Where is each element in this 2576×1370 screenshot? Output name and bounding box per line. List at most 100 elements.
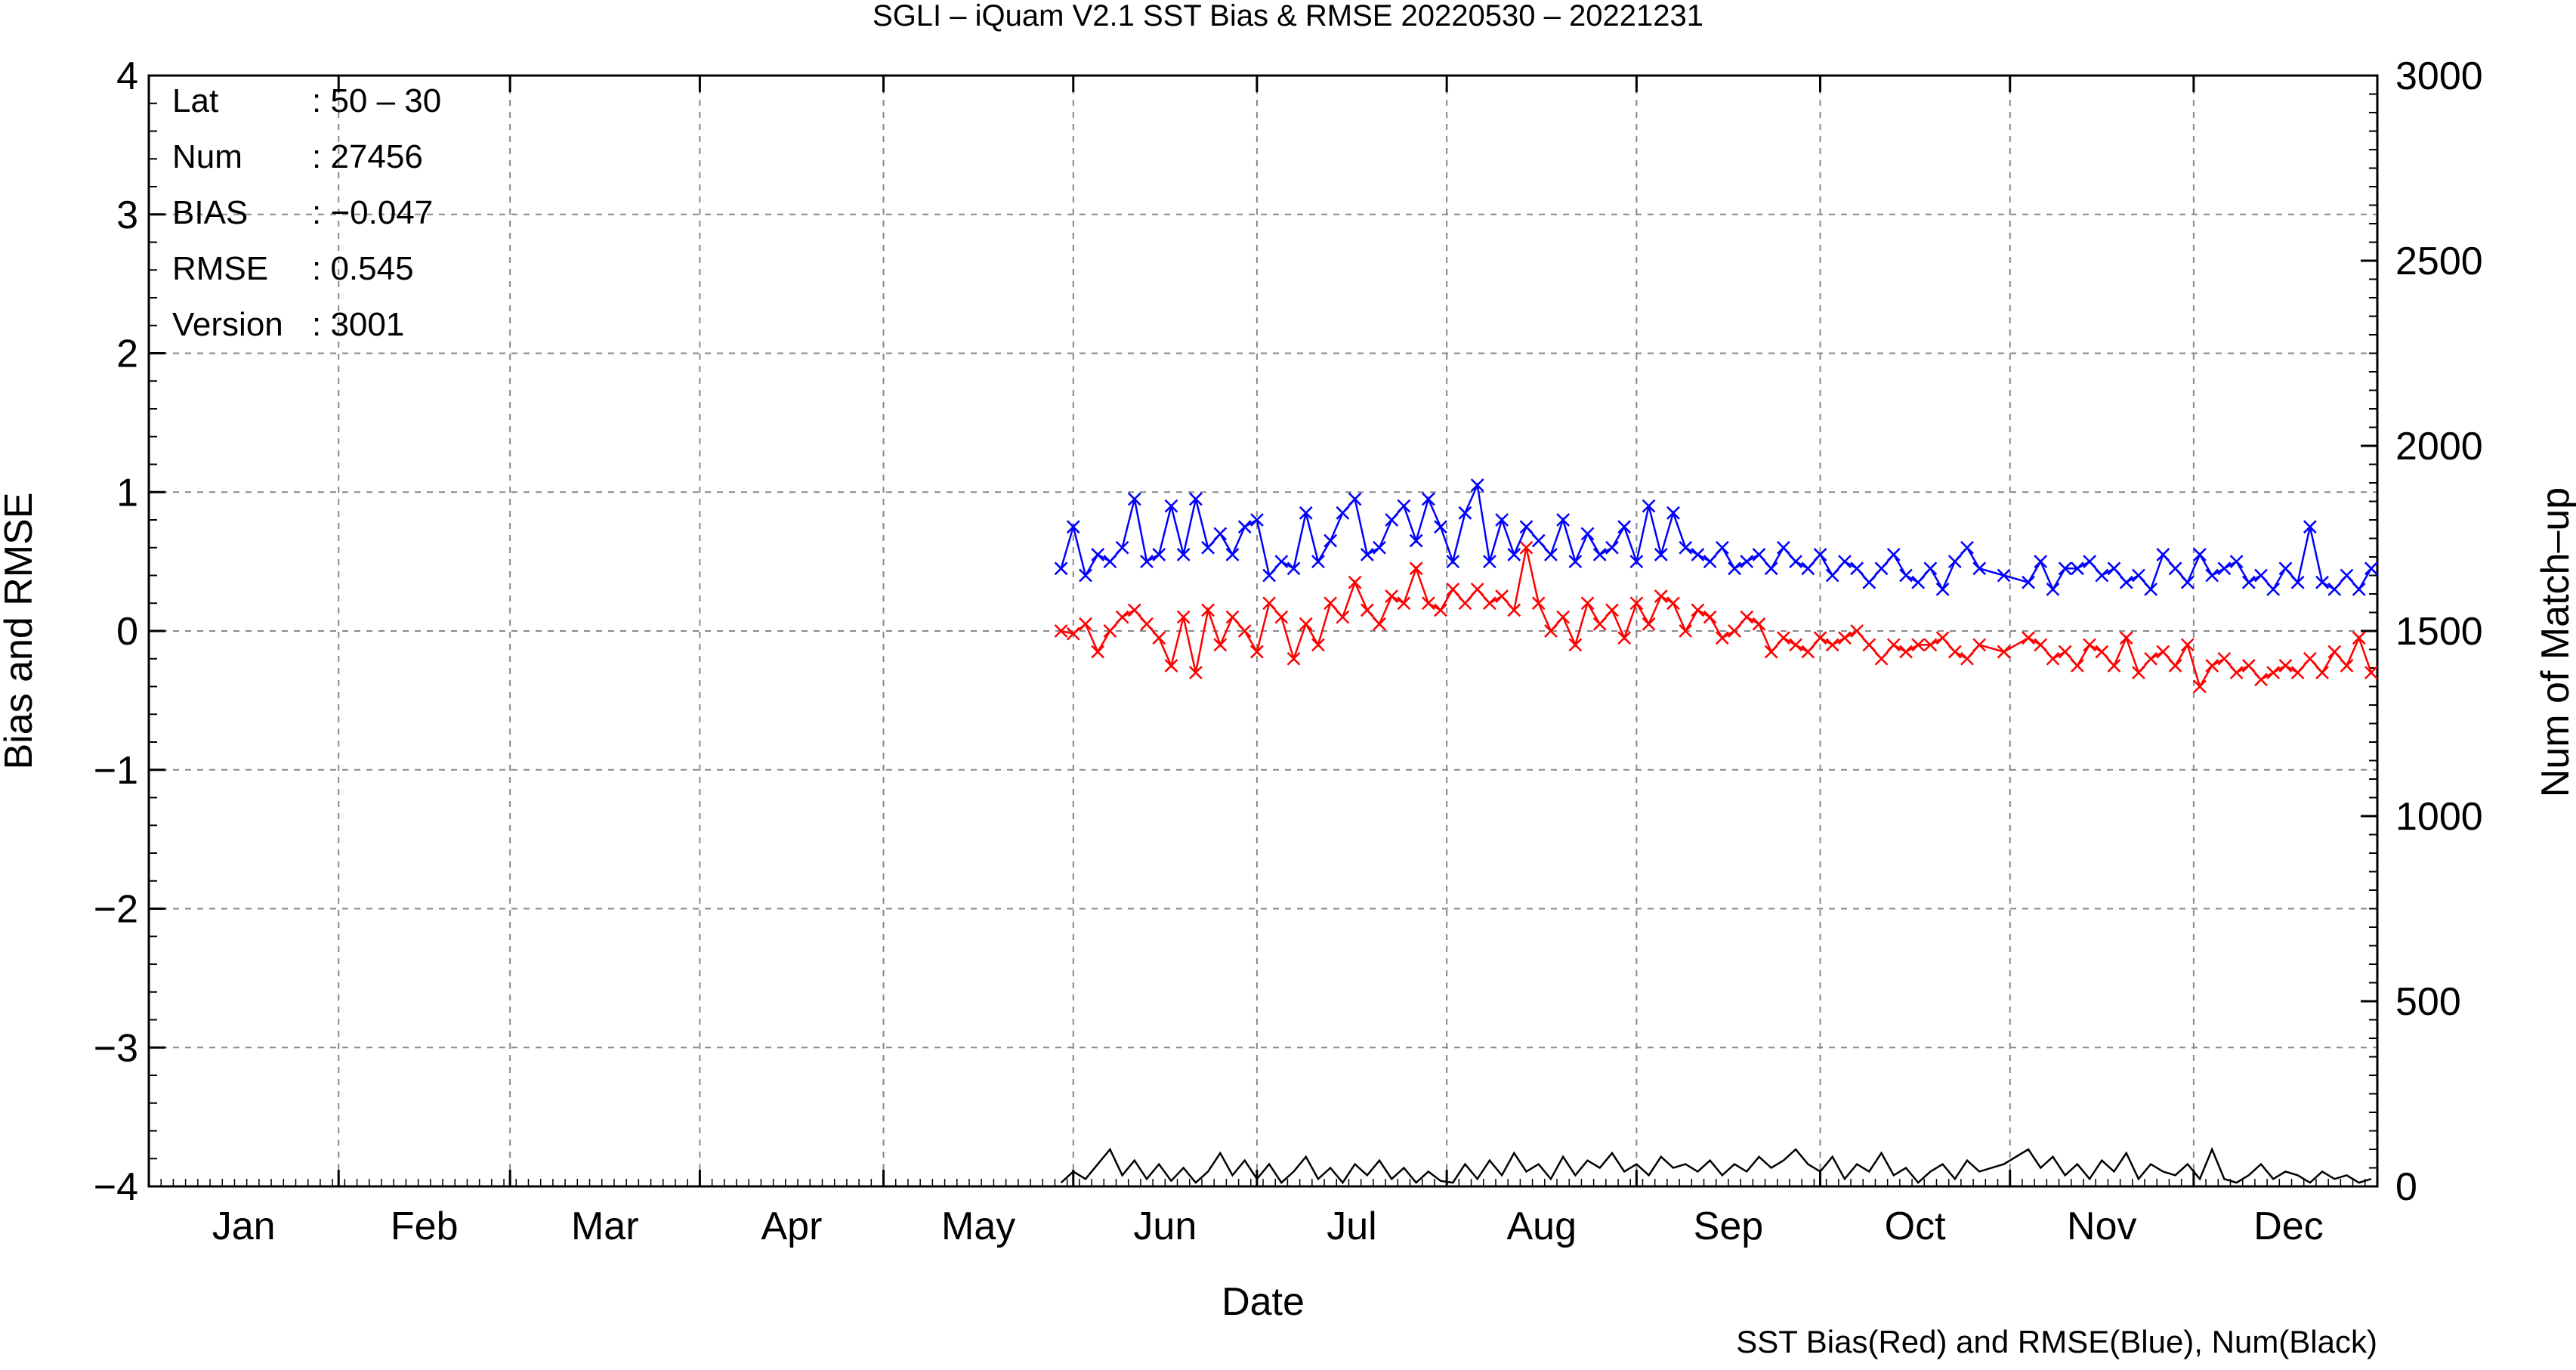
data-point-marker [2303,520,2317,534]
data-point-marker [1054,561,1068,576]
data-point-marker [2241,575,2256,589]
data-point-marker [2266,582,2281,596]
data-point-marker [1764,561,1778,576]
data-point-marker [2180,575,2195,589]
data-point-marker [2119,575,2133,589]
data-point-marker [1507,603,1521,617]
data-point-marker [1311,638,1325,652]
data-point-marker [2352,582,2366,596]
data-point-marker [2217,651,2232,666]
data-point-marker [1397,596,1411,611]
data-point-marker [2364,666,2378,680]
data-point-marker [2107,659,2121,673]
data-point-marker [1348,492,1362,506]
stats-label: Version [172,306,283,343]
data-point-marker [1434,520,1447,534]
data-point-marker [2034,638,2048,652]
x-tick-label: Aug [1506,1205,1577,1248]
data-point-marker [1972,561,1987,576]
data-point-marker [1458,506,1472,520]
stats-label: Lat [172,82,218,119]
data-point-marker [2107,561,2121,576]
data-point-marker [1605,603,1619,617]
data-point-marker [1874,651,1889,666]
data-point-marker [1654,548,1668,561]
stats-value: : 3001 [312,306,404,343]
stats-label: Num [172,138,242,175]
data-point-marker [1397,499,1411,513]
stats-value: : 0.545 [312,250,414,287]
data-point-marker [1250,645,1264,659]
data-point-marker [1115,540,1129,555]
data-point-marker [1947,555,1962,569]
data-point-marker [1458,596,1472,611]
data-point-marker [1188,666,1203,680]
data-point-marker [2229,666,2244,680]
y2-axis-tick-labels: 3000 2500 2000 1500 1000 500 0 [2395,54,2483,1209]
data-point-marker [1373,617,1386,631]
data-point-marker [2119,631,2133,645]
x-tick-label: Mar [571,1205,639,1248]
data-point-marker [1286,651,1301,666]
data-point-marker [1519,520,1534,534]
data-point-marker [1935,582,1950,596]
data-point-marker [1103,624,1117,638]
data-point-marker [1580,596,1595,611]
data-point-marker [2083,638,2096,652]
stats-label: RMSE [172,250,268,287]
y-tick-label: −3 [94,1026,138,1070]
data-point-marker [1642,499,1656,513]
data-point-marker [1629,596,1644,611]
data-point-marker [1262,568,1276,583]
footer-legend: SST Bias(Red) and RMSE(Blue), Num(Black) [1736,1324,2377,1359]
data-point-marker [2229,555,2244,569]
data-point-marker [1874,561,1889,576]
y-tick-label: −2 [94,888,138,932]
data-point-marker [2254,568,2268,583]
data-point-marker [2046,582,2060,596]
series-0 [1054,540,2378,694]
series-line [1060,1146,2372,1185]
data-point-marker [2132,568,2145,583]
series-layer [1054,478,2378,1185]
data-point-marker [2034,555,2048,569]
data-point-marker [1176,610,1191,624]
data-point-marker [1654,589,1668,603]
data-point-marker [1617,631,1632,645]
data-point-marker [1886,548,1901,561]
y2-tick-label: 1000 [2395,795,2483,839]
data-point-marker [1201,603,1215,617]
data-point-marker [1446,582,1460,596]
data-point-marker [2156,645,2170,659]
data-point-marker [2327,645,2342,659]
y-tick-label: 3 [116,193,138,237]
data-point-marker [1421,596,1435,611]
x-tick-label: Oct [1885,1205,1946,1248]
data-point-marker [1299,506,1313,520]
data-point-marker [1482,555,1496,569]
data-point-marker [1666,506,1680,520]
data-point-marker [1813,548,1827,561]
data-point-marker [1225,548,1240,561]
data-point-marker [1201,540,1215,555]
data-point-marker [1764,645,1778,659]
data-point-marker [1776,631,1790,645]
data-point-marker [2144,651,2158,666]
x-tick-label: Jan [212,1205,276,1248]
data-point-marker [1850,561,1864,576]
series-line [1061,547,2373,689]
data-point-marker [1213,527,1228,541]
data-point-marker [1299,617,1313,631]
data-point-marker [2095,645,2109,659]
data-point-marker [1801,561,1815,576]
data-point-marker [1507,548,1521,561]
data-point-marker [2364,561,2378,576]
data-point-marker [1274,610,1289,624]
data-point-marker [1348,575,1362,589]
y2-tick-label: 3000 [2395,54,2483,98]
y-tick-label: 0 [116,610,138,654]
data-point-marker [1923,638,1938,652]
data-point-marker [1262,596,1276,611]
data-point-marker [1862,575,1876,589]
